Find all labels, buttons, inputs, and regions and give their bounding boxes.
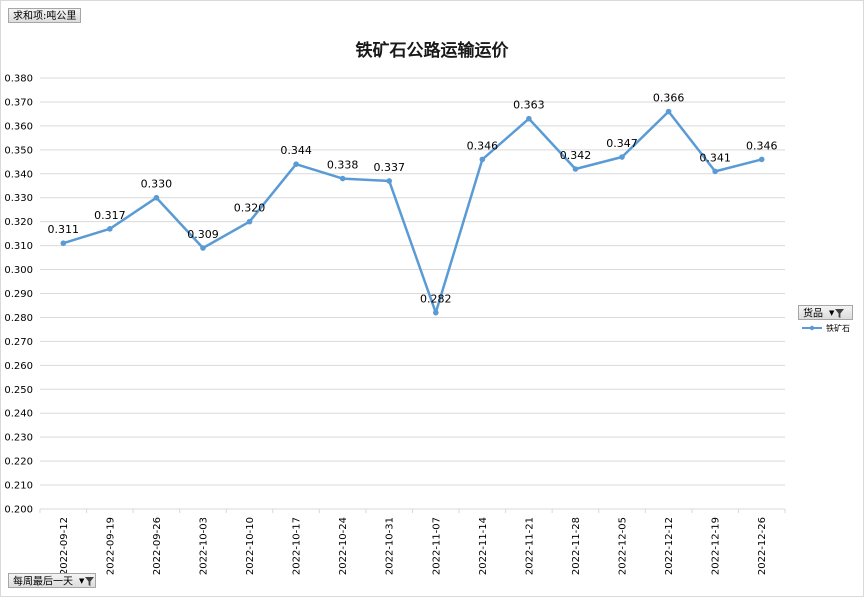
x-tick-label: 2022-10-10 [245,517,256,575]
x-tick-label: 2022-10-03 [198,517,209,575]
data-point [665,108,672,115]
data-point [246,218,253,225]
x-tick-label: 2022-10-17 [292,517,303,575]
x-tick-label: 2022-12-05 [618,517,629,575]
x-tick-label: 2022-09-12 [59,517,70,575]
y-axis-ticks: 0.200 0.210 0.220 0.230 0.240 0.250 0.260 0.270… [4,74,33,516]
data-point [153,194,160,201]
y-tick-label: 0.270 [4,337,33,348]
data-label: 0.309 [187,228,219,241]
x-tick-label: 2022-12-12 [664,517,675,575]
data-label: 0.330 [141,178,173,191]
y-tick-label: 0.370 [4,97,33,108]
data-point [432,309,439,316]
data-label: 0.337 [373,161,405,174]
x-tick-label: 2022-11-21 [524,517,535,575]
legend: 铁矿石 [802,323,850,333]
data-point [758,156,765,163]
funnel-icon [835,309,845,318]
legend-field-button[interactable]: 货品 ▼ [798,305,853,320]
y-tick-label: 0.230 [4,433,33,444]
y-tick-label: 0.280 [4,313,33,324]
data-label: 0.344 [280,144,312,157]
y-tick-label: 0.210 [4,481,33,492]
x-tick-label: 2022-10-24 [338,517,349,575]
y-tick-label: 0.350 [4,145,33,156]
y-tick-label: 0.340 [4,169,33,180]
data-label: 0.346 [467,139,499,152]
data-label: 0.311 [48,223,80,236]
data-label: 0.363 [513,99,545,112]
data-point [200,245,206,251]
data-point [386,178,393,184]
data-point [712,168,718,175]
series-line-tiekuangshi [62,110,763,314]
y-tick-label: 0.310 [4,241,33,252]
data-point [293,161,299,167]
y-tick-label: 0.320 [4,217,33,228]
x-tick-label: 2022-09-19 [105,517,116,575]
y-tick-label: 0.300 [4,265,33,276]
data-label: 0.346 [746,139,778,152]
legend-field-label: 货品 [803,308,823,320]
data-point [479,156,486,163]
axis-field-label: 每周最后一天 [13,576,73,588]
funnel-icon [85,577,95,586]
y-tick-label: 0.290 [4,289,33,300]
x-axis-ticks: 2022-09-12 2022-09-19 2022-09-26 2022-10-03… [39,509,786,575]
x-tick-label: 2022-12-26 [757,517,768,575]
y-tick-label: 0.240 [4,409,33,420]
legend-point-marker [809,325,815,331]
data-label: 0.341 [699,151,731,164]
y-tick-label: 0.200 [4,505,33,516]
data-label: 0.342 [560,149,592,162]
x-tick-label: 2022-11-28 [571,517,582,575]
data-label: 0.282 [420,293,452,306]
data-point [526,115,532,122]
dropdown-arrow-icon: ▼ [79,577,85,585]
axis-field-button[interactable]: 每周最后一天 ▼ [8,573,96,588]
y-tick-label: 0.330 [4,193,33,204]
data-point [572,166,579,172]
values-field-label: 求和项:吨公里 [13,11,77,22]
x-tick-label: 2022-11-14 [478,517,489,575]
values-field-button[interactable]: 求和项:吨公里 [8,8,82,23]
x-tick-label: 2022-11-07 [431,517,442,575]
x-tick-label: 2022-09-26 [152,517,163,575]
y-tick-label: 0.260 [4,361,33,372]
data-label: 0.317 [94,209,126,222]
data-label: 0.338 [327,159,359,172]
dropdown-arrow-icon: ▼ [829,309,835,317]
data-label: 0.347 [606,137,638,150]
chart-title: 铁矿石公路运输运价 [356,40,510,61]
series-layer [60,108,765,316]
data-point [619,154,625,160]
y-tick-label: 0.380 [4,74,33,85]
data-point [60,240,67,247]
y-tick-label: 0.250 [4,385,33,396]
data-label: 0.320 [234,202,266,215]
y-tick-label: 0.360 [4,121,33,132]
x-tick-label: 2022-12-19 [711,517,722,575]
data-point [339,175,346,182]
gridlines [40,77,785,510]
y-tick-label: 0.220 [4,457,33,468]
data-point [107,226,113,232]
legend-entry-label: 铁矿石 [826,323,850,333]
data-labels: 0.311 0.317 0.330 0.309 0.320 0.344 0.338 0.337… [48,92,778,306]
x-tick-label: 2022-10-31 [385,517,396,575]
data-label: 0.366 [653,92,685,105]
